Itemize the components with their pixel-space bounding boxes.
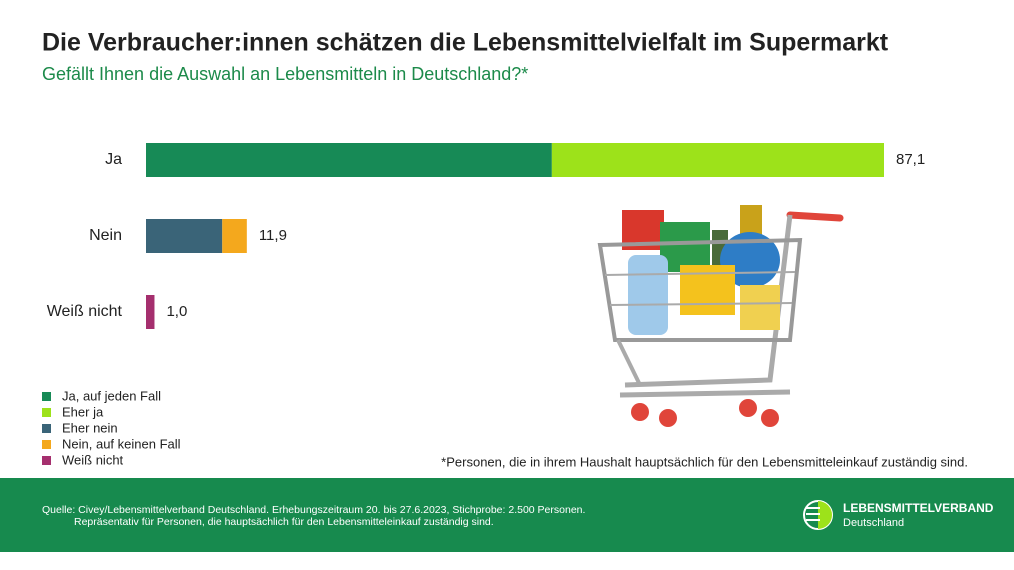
total-label: 1,0 <box>166 303 187 320</box>
legend-swatch <box>42 408 51 417</box>
bar-segment <box>146 143 552 177</box>
bar-segment <box>551 143 884 177</box>
shopping-cart-illustration <box>597 205 844 427</box>
total-label: 87,1 <box>896 151 925 168</box>
legend-label: Eher nein <box>62 420 118 435</box>
source-line: Repräsentativ für Personen, die hauptsäc… <box>74 516 494 528</box>
chart-title: Die Verbraucher:innen schätzen die Leben… <box>42 29 889 57</box>
total-label: 11,9 <box>259 227 287 244</box>
brand-logo <box>803 500 833 530</box>
footnote: *Personen, die in ihrem Haushalt hauptsä… <box>441 454 968 469</box>
legend-label: Nein, auf keinen Fall <box>62 436 181 451</box>
brand-name: LEBENSMITTELVERBAND <box>843 501 994 515</box>
legend-swatch <box>42 424 51 433</box>
source-line: Quelle: Civey/Lebensmittelverband Deutsc… <box>42 504 585 516</box>
bar-segment <box>146 219 223 253</box>
footer-band <box>0 478 1014 552</box>
category-label: Nein <box>89 227 122 244</box>
category-label: Weiß nicht <box>47 303 123 320</box>
legend-label: Ja, auf jeden Fall <box>62 388 161 403</box>
legend-swatch <box>42 456 51 465</box>
bar-segment <box>222 219 247 253</box>
legend-label: Weiß nicht <box>62 452 124 467</box>
chart-subtitle: Gefällt Ihnen die Auswahl an Lebensmitte… <box>42 64 528 84</box>
bar-segment <box>146 295 155 329</box>
category-label: Ja <box>105 151 122 168</box>
legend-label: Eher ja <box>62 404 104 419</box>
legend-swatch <box>42 392 51 401</box>
brand-sub: Deutschland <box>843 517 904 529</box>
legend-swatch <box>42 440 51 449</box>
